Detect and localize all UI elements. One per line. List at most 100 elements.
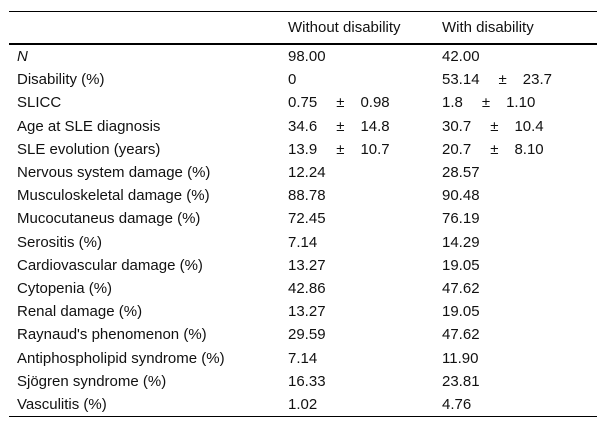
cell-value: 42.00 (442, 48, 480, 66)
row-label: Age at SLE diagnosis (17, 117, 161, 135)
cell-value: 47.62 (442, 326, 480, 344)
table-header-row: Without disability With disability (9, 12, 597, 45)
cell-value: 19.05 (442, 256, 480, 274)
row-label: N (17, 48, 28, 66)
cell-with-disability: 76.19 (442, 210, 597, 227)
cell-value: 13.27 (288, 256, 326, 274)
cell-without-disability: 29.59 (288, 326, 442, 343)
cell-without-disability: 34.6 ±14.8 (288, 118, 442, 135)
cell-with-disability: 4.76 (442, 396, 597, 413)
row-label: Musculoskeletal damage (%) (17, 187, 210, 205)
cell-sd-value: 14.8 (360, 117, 390, 135)
cell-value: 13.9 (288, 140, 318, 158)
cell-with-disability: 19.05 (442, 303, 597, 320)
row-label: Renal damage (%) (17, 303, 143, 321)
cell-value: 98.00 (288, 48, 326, 66)
plus-minus-sign: ± (490, 140, 499, 158)
cell-value: 47.62 (442, 279, 480, 297)
cell-value: 90.48 (442, 187, 480, 205)
row-label: Sjögren syndrome (%) (17, 372, 167, 390)
row-label: SLICC (17, 94, 62, 112)
cell-value: 7.14 (288, 233, 318, 251)
cell-with-disability: 53.14 ±23.7 (442, 71, 597, 88)
table-row: Disability (%) 0 53.14 ±23.7 (9, 68, 597, 91)
cell-without-disability: 42.86 (288, 280, 442, 297)
comparison-table: Without disability With disability N 98.… (9, 11, 597, 417)
row-label: Cardiovascular damage (%) (17, 256, 203, 274)
table-row: Renal damage (%) 13.27 19.05 (9, 300, 597, 323)
cell-without-disability: 0 (288, 71, 442, 88)
cell-value: 72.45 (288, 210, 326, 228)
table-row: SLICC 0.75 ±0.98 1.8 ±1.10 (9, 91, 597, 114)
row-label: Vasculitis (%) (17, 395, 107, 413)
cell-value: 0 (288, 71, 297, 89)
cell-with-disability: 28.57 (442, 164, 597, 181)
cell-with-disability: 30.7 ±10.4 (442, 118, 597, 135)
table-row: Antiphospholipid syndrome (%) 7.14 11.90 (9, 346, 597, 369)
cell-value: 7.14 (288, 349, 318, 367)
plus-minus-sign: ± (490, 117, 499, 135)
table-row: Musculoskeletal damage (%) 88.78 90.48 (9, 184, 597, 207)
cell-with-disability: 1.8 ±1.10 (442, 94, 597, 111)
cell-without-disability: 13.9 ±10.7 (288, 141, 442, 158)
cell-value: 29.59 (288, 326, 326, 344)
table-row: Age at SLE diagnosis 34.6 ±14.8 30.7 ±10.4 (9, 115, 597, 138)
cell-without-disability: 1.02 (288, 396, 442, 413)
cell-with-disability: 90.48 (442, 187, 597, 204)
table-row: Cardiovascular damage (%) 13.27 19.05 (9, 254, 597, 277)
cell-with-disability: 11.90 (442, 350, 597, 367)
cell-value: 20.7 (442, 140, 472, 158)
row-label: Mucocutaneus damage (%) (17, 210, 201, 228)
table-row: Raynaud's phenomenon (%) 29.59 47.62 (9, 323, 597, 346)
cell-without-disability: 72.45 (288, 210, 442, 227)
cell-value: 30.7 (442, 117, 472, 135)
cell-without-disability: 7.14 (288, 234, 442, 251)
cell-without-disability: 16.33 (288, 373, 442, 390)
cell-value: 1.8 (442, 94, 463, 112)
cell-without-disability: 98.00 (288, 48, 442, 65)
table-row: N 98.00 42.00 (9, 45, 597, 68)
table-row: Vasculitis (%) 1.02 4.76 (9, 393, 597, 416)
cell-without-disability: 0.75 ±0.98 (288, 94, 442, 111)
row-label: Serositis (%) (17, 233, 103, 251)
row-label: Cytopenia (%) (17, 279, 113, 297)
column-header-with-disability: With disability (442, 19, 534, 36)
plus-minus-sign: ± (498, 71, 507, 89)
row-label: SLE evolution (years) (17, 140, 161, 158)
cell-value: 11.90 (442, 349, 479, 367)
cell-value: 76.19 (442, 210, 480, 228)
cell-value: 14.29 (442, 233, 480, 251)
row-label: Disability (%) (17, 71, 105, 89)
cell-value: 1.02 (288, 395, 318, 413)
cell-value: 28.57 (442, 164, 480, 182)
cell-without-disability: 13.27 (288, 257, 442, 274)
cell-value: 16.33 (288, 372, 326, 390)
table-row: Nervous system damage (%) 12.24 28.57 (9, 161, 597, 184)
cell-with-disability: 14.29 (442, 234, 597, 251)
plus-minus-sign: ± (336, 117, 345, 135)
cell-value: 34.6 (288, 117, 318, 135)
cell-sd-value: 8.10 (514, 140, 544, 158)
cell-with-disability: 47.62 (442, 280, 597, 297)
cell-without-disability: 88.78 (288, 187, 442, 204)
cell-with-disability: 42.00 (442, 48, 597, 65)
column-header-without-disability: Without disability (288, 19, 401, 36)
table-row: Cytopenia (%) 42.86 47.62 (9, 277, 597, 300)
plus-minus-sign: ± (336, 94, 345, 112)
cell-value: 4.76 (442, 395, 472, 413)
table-row: SLE evolution (years) 13.9 ±10.7 20.7 ±8.1… (9, 138, 597, 161)
cell-without-disability: 13.27 (288, 303, 442, 320)
cell-with-disability: 23.81 (442, 373, 597, 390)
cell-value: 53.14 (442, 71, 480, 89)
cell-sd-value: 1.10 (506, 94, 536, 112)
cell-value: 19.05 (442, 303, 480, 321)
cell-sd-value: 23.7 (522, 71, 552, 89)
table-row: Serositis (%) 7.14 14.29 (9, 231, 597, 254)
row-label: Antiphospholipid syndrome (%) (17, 349, 225, 367)
table-row: Mucocutaneus damage (%) 72.45 76.19 (9, 207, 597, 230)
cell-value: 0.75 (288, 94, 318, 112)
cell-value: 13.27 (288, 303, 326, 321)
row-label: Nervous system damage (%) (17, 164, 211, 182)
cell-sd-value: 10.7 (360, 140, 390, 158)
